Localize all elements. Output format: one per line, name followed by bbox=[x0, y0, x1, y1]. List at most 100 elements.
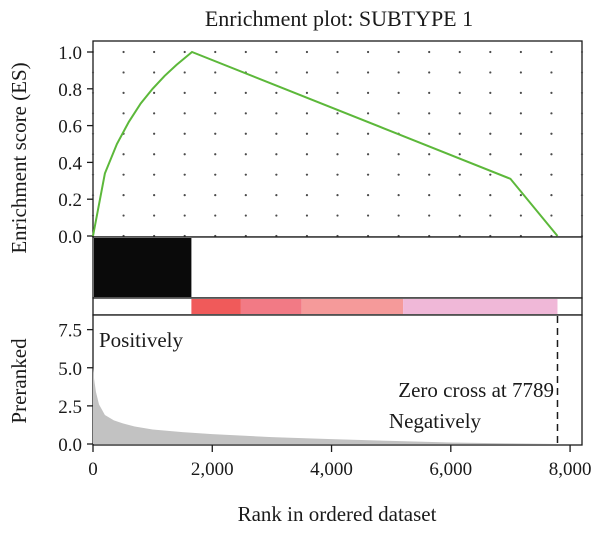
grid-dot bbox=[550, 153, 553, 156]
grid-dot bbox=[91, 71, 95, 74]
grid-dot bbox=[550, 112, 553, 115]
preranked-y-tick-label: 2.5 bbox=[58, 397, 82, 418]
enrichment-score-line bbox=[92, 50, 559, 237]
grid-dot bbox=[275, 173, 278, 176]
grid-dot bbox=[183, 194, 186, 197]
grid-dot bbox=[183, 91, 186, 94]
grid-dot bbox=[366, 214, 370, 217]
rank-band bbox=[92, 297, 583, 316]
grid-dot bbox=[122, 50, 125, 54]
grid-dot bbox=[91, 132, 95, 135]
grid-dot bbox=[183, 132, 186, 135]
grid-dot bbox=[275, 50, 278, 54]
negatively-label: Negatively bbox=[389, 409, 482, 433]
grid-dot bbox=[336, 112, 339, 115]
grid-dot bbox=[244, 91, 247, 94]
grid-dot bbox=[244, 112, 247, 115]
grid-dot bbox=[489, 71, 492, 74]
preranked-y-axis-label: Preranked bbox=[7, 338, 31, 424]
grid-dot bbox=[519, 173, 522, 176]
x-axis: 0 2,000 4,000 6,000 8,000 bbox=[88, 445, 591, 480]
grid-dot bbox=[397, 71, 400, 74]
grid-dot bbox=[366, 132, 370, 135]
grid-dot bbox=[122, 71, 125, 74]
grid-dot bbox=[489, 173, 492, 176]
grid-dot bbox=[91, 91, 95, 94]
grid-dot bbox=[458, 71, 461, 74]
grid-dot bbox=[366, 71, 370, 74]
grid-dot bbox=[305, 194, 309, 197]
grid-dot bbox=[275, 91, 278, 94]
grid-dot bbox=[305, 112, 309, 115]
grid-dot bbox=[305, 132, 309, 135]
grid-dot bbox=[305, 173, 309, 176]
enrichment-y-ticks: 0.0 0.2 0.4 0.6 0.8 1.0 bbox=[58, 43, 93, 248]
preranked-y-ticks: 0.0 2.5 5.0 7.5 bbox=[58, 321, 93, 456]
enrichment-panel: 0.0 0.2 0.4 0.6 0.8 1.0 bbox=[58, 40, 584, 248]
enrichment-y-axis-label: Enrichment score (ES) bbox=[7, 62, 31, 253]
grid-dot bbox=[183, 153, 186, 156]
grid-dot bbox=[336, 132, 339, 135]
preranked-area bbox=[93, 367, 558, 444]
grid-dot bbox=[580, 173, 584, 176]
grid-dot bbox=[397, 214, 400, 217]
grid-dot bbox=[519, 132, 522, 135]
grid-dot bbox=[91, 112, 95, 115]
grid-dot bbox=[489, 194, 492, 197]
grid-dot bbox=[550, 91, 553, 94]
grid-dot bbox=[122, 173, 125, 176]
grid-dot bbox=[550, 173, 553, 176]
grid-dot bbox=[458, 112, 461, 115]
grid-dot bbox=[397, 50, 400, 54]
grid-dot bbox=[428, 194, 431, 197]
grid-dot bbox=[397, 173, 400, 176]
grid-dot bbox=[580, 91, 584, 94]
preranked-panel-frame bbox=[92, 314, 583, 446]
x-tick-label: 6,000 bbox=[429, 459, 472, 480]
grid-dot bbox=[214, 214, 217, 217]
enrichment-panel-frame bbox=[92, 40, 583, 238]
x-tick-label: 4,000 bbox=[310, 459, 353, 480]
grid-dot bbox=[458, 132, 461, 135]
grid-dot bbox=[214, 194, 217, 197]
grid-dot bbox=[336, 214, 339, 217]
enrichment-y-tick-label: 0.6 bbox=[58, 117, 82, 138]
grid-dot bbox=[519, 50, 522, 54]
grid-dot bbox=[366, 194, 370, 197]
grid-dot bbox=[91, 214, 95, 217]
grid-dot bbox=[275, 112, 278, 115]
grid-dot bbox=[580, 71, 584, 74]
grid-dot bbox=[489, 153, 492, 156]
grid-dot bbox=[244, 153, 247, 156]
grid-dot bbox=[214, 173, 217, 176]
grid-dot bbox=[366, 173, 370, 176]
rank-segments bbox=[191, 299, 558, 314]
grid-dot bbox=[519, 91, 522, 94]
grid-dot bbox=[153, 132, 156, 135]
grid-dot bbox=[489, 214, 492, 217]
grid-dot bbox=[183, 173, 186, 176]
grid-dot bbox=[153, 112, 156, 115]
grid-dot bbox=[336, 50, 339, 54]
x-tick-label: 0 bbox=[88, 459, 98, 480]
grid-dot bbox=[336, 153, 339, 156]
grid-dot bbox=[153, 214, 156, 217]
grid-dot bbox=[428, 214, 431, 217]
grid-dot bbox=[305, 214, 309, 217]
grid-dot bbox=[305, 50, 309, 54]
grid-dot bbox=[183, 50, 186, 54]
grid-dot bbox=[275, 71, 278, 74]
grid-dot bbox=[122, 214, 125, 217]
hits-band bbox=[92, 236, 583, 299]
grid-dot bbox=[153, 194, 156, 197]
grid-dot bbox=[153, 50, 156, 54]
grid-dot bbox=[550, 214, 553, 217]
rank-segment bbox=[301, 299, 404, 314]
x-tick-label: 2,000 bbox=[191, 459, 234, 480]
grid-dot bbox=[428, 112, 431, 115]
grid-dot bbox=[550, 132, 553, 135]
grid-dot bbox=[397, 153, 400, 156]
grid-dot bbox=[275, 214, 278, 217]
grid-dot bbox=[305, 153, 309, 156]
grid-dot bbox=[153, 153, 156, 156]
